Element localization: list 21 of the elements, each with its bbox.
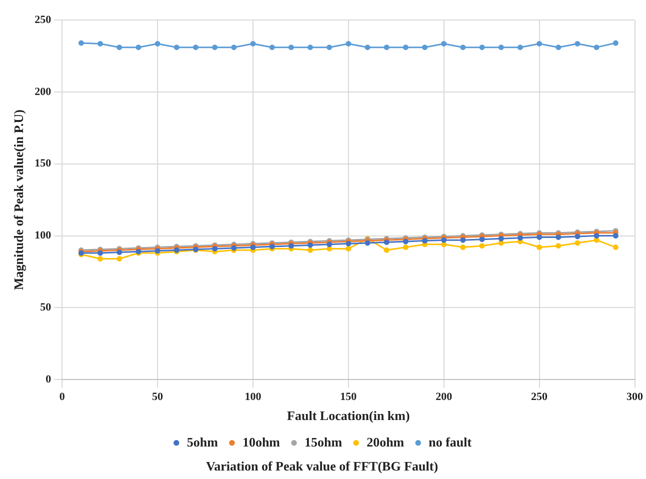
x-tick-label: 150 xyxy=(340,391,358,404)
y-tick-label: 150 xyxy=(34,158,52,170)
legend-label: 5ohm xyxy=(186,434,218,450)
x-tick-label: 200 xyxy=(436,391,453,404)
legend-label: 20ohm xyxy=(366,434,404,450)
legend-label: no fault xyxy=(428,434,472,450)
x-tick-label: 100 xyxy=(244,391,262,404)
y-tick-label: 200 xyxy=(34,86,52,98)
y-tick-label: 50 xyxy=(40,302,52,314)
legend-label: 15ohm xyxy=(304,434,342,450)
legend-label: 10ohm xyxy=(242,434,280,450)
x-tick-label: 300 xyxy=(626,391,644,404)
y-axis-title: Magnitude of Peak value(in P.U) xyxy=(11,110,26,290)
x-tick-label: 50 xyxy=(152,391,164,404)
y-tick-label: 100 xyxy=(34,230,52,242)
x-tick-label: 0 xyxy=(59,391,66,404)
y-tick-label: 250 xyxy=(34,14,52,26)
x-axis-title: Fault Location(in km) xyxy=(287,408,410,423)
x-tick-label: 250 xyxy=(531,391,548,404)
y-tick-label: 0 xyxy=(46,373,52,386)
text: Variation of Peak value of FFT(BG Fault) xyxy=(206,458,438,474)
